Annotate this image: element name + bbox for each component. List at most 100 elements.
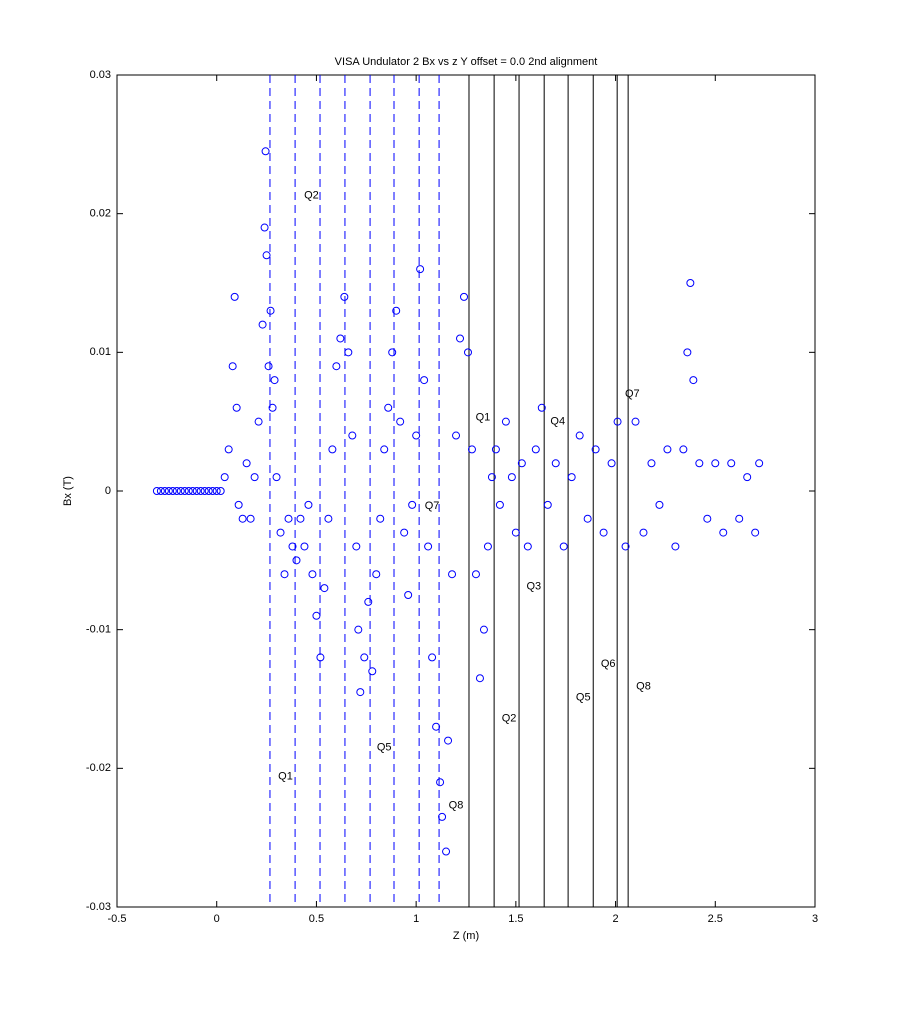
- point: [755, 459, 764, 468]
- point: [686, 279, 695, 287]
- point: [384, 403, 393, 412]
- point: [388, 348, 397, 357]
- point: [184, 487, 193, 495]
- point: [172, 487, 181, 495]
- point: [442, 847, 451, 856]
- point: [444, 736, 453, 745]
- annotation: Q8: [449, 800, 464, 812]
- point: [364, 597, 373, 606]
- y-tick-label: 0.02: [90, 208, 111, 220]
- point: [250, 473, 259, 482]
- point: [238, 514, 247, 523]
- annotation: Q8: [636, 680, 651, 692]
- y-tick-label: -0.03: [86, 901, 111, 913]
- annotation: Q7: [625, 388, 640, 400]
- point: [230, 292, 239, 301]
- x-tick-label: 2.5: [708, 913, 723, 925]
- point: [204, 487, 213, 495]
- point: [511, 528, 520, 537]
- point: [266, 306, 275, 315]
- point: [523, 542, 532, 551]
- point: [344, 348, 353, 357]
- annotation: Q1: [278, 771, 293, 783]
- point: [280, 570, 289, 579]
- y-tick-label: 0.01: [90, 346, 111, 358]
- point: [234, 500, 243, 509]
- point: [432, 722, 441, 731]
- point: [404, 591, 413, 599]
- point: [689, 376, 698, 385]
- point: [412, 431, 421, 440]
- annotation: Q6: [601, 658, 616, 670]
- x-tick-label: 3: [812, 913, 818, 925]
- point: [663, 445, 672, 454]
- point: [479, 625, 488, 634]
- y-axis-label: Bx (T): [62, 476, 74, 506]
- x-tick-label: 0: [214, 913, 220, 925]
- point: [501, 417, 510, 426]
- point: [751, 528, 760, 537]
- point: [719, 528, 728, 537]
- annotation: Q1: [476, 411, 491, 423]
- point: [164, 487, 173, 495]
- x-axis-label: Z (m): [453, 930, 479, 942]
- point: [396, 417, 405, 426]
- point: [475, 674, 484, 683]
- point: [260, 223, 269, 232]
- point: [703, 514, 712, 523]
- point: [743, 473, 752, 482]
- point: [567, 473, 576, 482]
- point: [168, 487, 177, 495]
- point: [456, 334, 465, 343]
- point: [631, 417, 640, 426]
- annotation: Q3: [526, 581, 541, 593]
- point: [416, 265, 425, 274]
- point: [176, 487, 185, 495]
- point: [621, 542, 630, 551]
- point: [192, 487, 201, 495]
- point: [408, 500, 417, 509]
- point: [360, 653, 369, 662]
- point: [507, 473, 516, 482]
- point: [208, 487, 217, 495]
- point: [261, 147, 270, 156]
- point: [320, 584, 329, 593]
- point: [284, 514, 293, 523]
- point: [332, 362, 341, 371]
- point: [487, 473, 496, 482]
- point: [228, 362, 237, 371]
- point: [683, 348, 692, 357]
- point: [258, 320, 267, 329]
- point: [268, 403, 277, 412]
- point: [727, 459, 736, 468]
- point: [517, 459, 526, 468]
- point: [392, 306, 401, 315]
- point: [491, 445, 500, 454]
- point: [436, 778, 445, 787]
- point: [296, 514, 305, 523]
- point: [276, 528, 285, 537]
- point: [212, 487, 221, 495]
- point: [543, 500, 552, 509]
- x-tick-label: -0.5: [108, 913, 127, 925]
- point: [452, 431, 461, 440]
- point: [216, 487, 225, 495]
- annotation: Q5: [576, 692, 591, 704]
- point: [264, 362, 273, 371]
- point: [471, 570, 480, 579]
- x-tick-label: 2: [613, 913, 619, 925]
- annotation: Q7: [425, 500, 440, 512]
- point: [448, 570, 457, 579]
- point: [647, 459, 656, 468]
- point: [254, 417, 263, 426]
- point: [232, 403, 241, 412]
- point: [607, 459, 616, 468]
- point: [400, 528, 409, 537]
- point: [583, 514, 592, 523]
- point: [591, 445, 600, 454]
- point: [348, 431, 357, 440]
- point: [420, 376, 429, 385]
- y-tick-label: 0: [105, 485, 111, 497]
- y-tick-label: -0.02: [86, 762, 111, 774]
